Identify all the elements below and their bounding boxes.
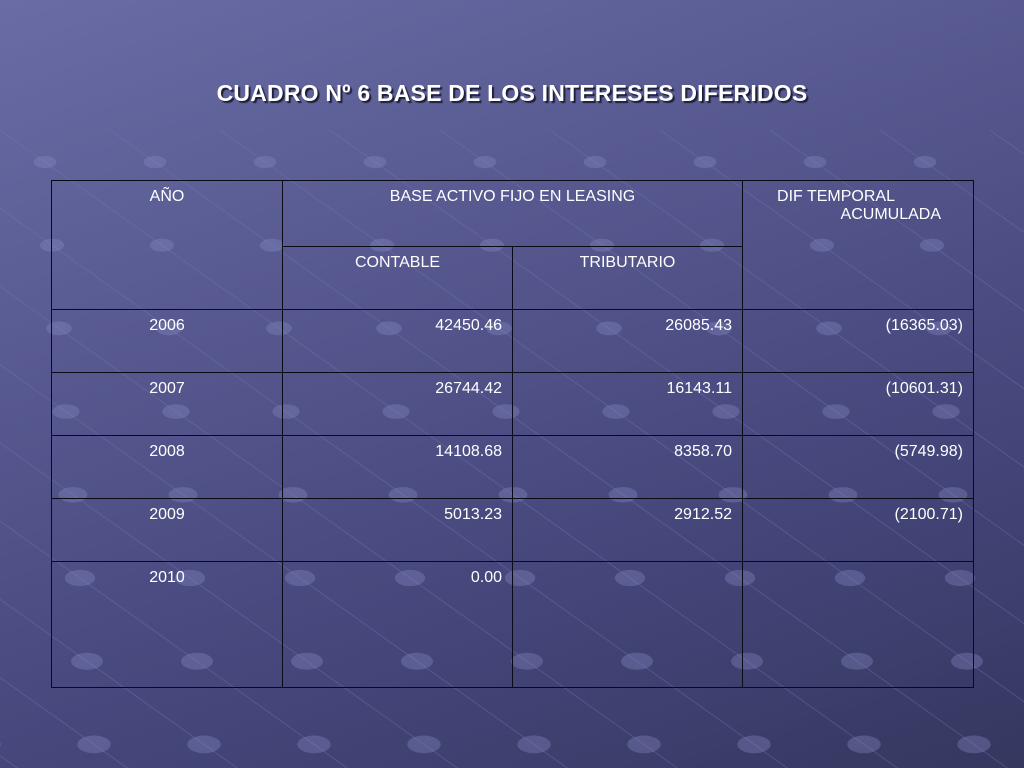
year-cell: 2007 [51, 372, 283, 436]
year-cell: 2008 [51, 435, 283, 499]
deco-dot [803, 155, 827, 169]
dif-cell: (16365.03) [742, 309, 974, 373]
deco-dot [0, 741, 1, 748]
deco-dot [847, 735, 881, 754]
table-row: 2009 5013.23 2912.52 (2100.71) [51, 498, 974, 562]
slide-title: CUADRO Nº 6 BASE DE LOS INTERESES DIFERI… [216, 80, 808, 106]
table-row: 2010 0.00 [51, 561, 974, 688]
deco-dot [143, 155, 167, 169]
dif-cell: (2100.71) [742, 498, 974, 562]
deco-dot [253, 155, 277, 169]
deco-dot [957, 735, 991, 754]
deco-dot [363, 155, 387, 169]
year-cell: 2009 [51, 498, 283, 562]
tributario-cell: 16143.11 [512, 372, 743, 436]
deco-dot [407, 735, 441, 754]
deco-dot [583, 155, 607, 169]
deco-dot [33, 155, 57, 169]
dif-cell: (10601.31) [742, 372, 974, 436]
table-row: 2007 26744.42 16143.11 (10601.31) [51, 372, 974, 436]
contable-cell: 5013.23 [282, 498, 513, 562]
contable-cell: 42450.46 [282, 309, 513, 373]
dif-cell [742, 561, 974, 688]
header-tributario: TRIBUTARIO [512, 246, 743, 310]
dif-cell: (5749.98) [742, 435, 974, 499]
deco-dot [473, 155, 497, 169]
tributario-cell: 26085.43 [512, 309, 743, 373]
tributario-cell: 2912.52 [512, 498, 743, 562]
deco-dot [693, 155, 717, 169]
header-row-top: AÑO BASE ACTIVO FIJO EN LEASING DIF TEMP… [51, 180, 974, 310]
deco-line [989, 129, 1024, 155]
header-dif-temporal: DIF TEMPORAL ACUMULADA [742, 180, 974, 310]
deco-dot [297, 735, 331, 754]
deco-dot [737, 735, 771, 754]
deco-dot [913, 155, 937, 169]
tributario-cell: 8358.70 [512, 435, 743, 499]
header-base-activo-fijo: BASE ACTIVO FIJO EN LEASING [282, 180, 743, 247]
deco-dot [77, 735, 111, 754]
header-contable: CONTABLE [282, 246, 513, 310]
header-year: AÑO [51, 180, 283, 310]
contable-cell: 0.00 [282, 561, 513, 688]
tributario-cell [512, 561, 743, 688]
deco-dot [517, 735, 551, 754]
deferred-interest-table: AÑO BASE ACTIVO FIJO EN LEASING DIF TEMP… [51, 180, 974, 688]
table-row: 2006 42450.46 26085.43 (16365.03) [51, 309, 974, 373]
contable-cell: 14108.68 [282, 435, 513, 499]
header-row-sub: CONTABLE TRIBUTARIO [52, 246, 974, 310]
table-row: 2008 14108.68 8358.70 (5749.98) [51, 435, 974, 499]
year-cell: 2010 [51, 561, 283, 688]
contable-cell: 26744.42 [282, 372, 513, 436]
deco-line [0, 755, 19, 768]
deco-dot [627, 735, 661, 754]
header-dif-temporal-line2: ACUMULADA [840, 206, 941, 223]
deco-dot [187, 735, 221, 754]
year-cell: 2006 [51, 309, 283, 373]
header-dif-temporal-line1: DIF TEMPORAL [777, 188, 895, 205]
